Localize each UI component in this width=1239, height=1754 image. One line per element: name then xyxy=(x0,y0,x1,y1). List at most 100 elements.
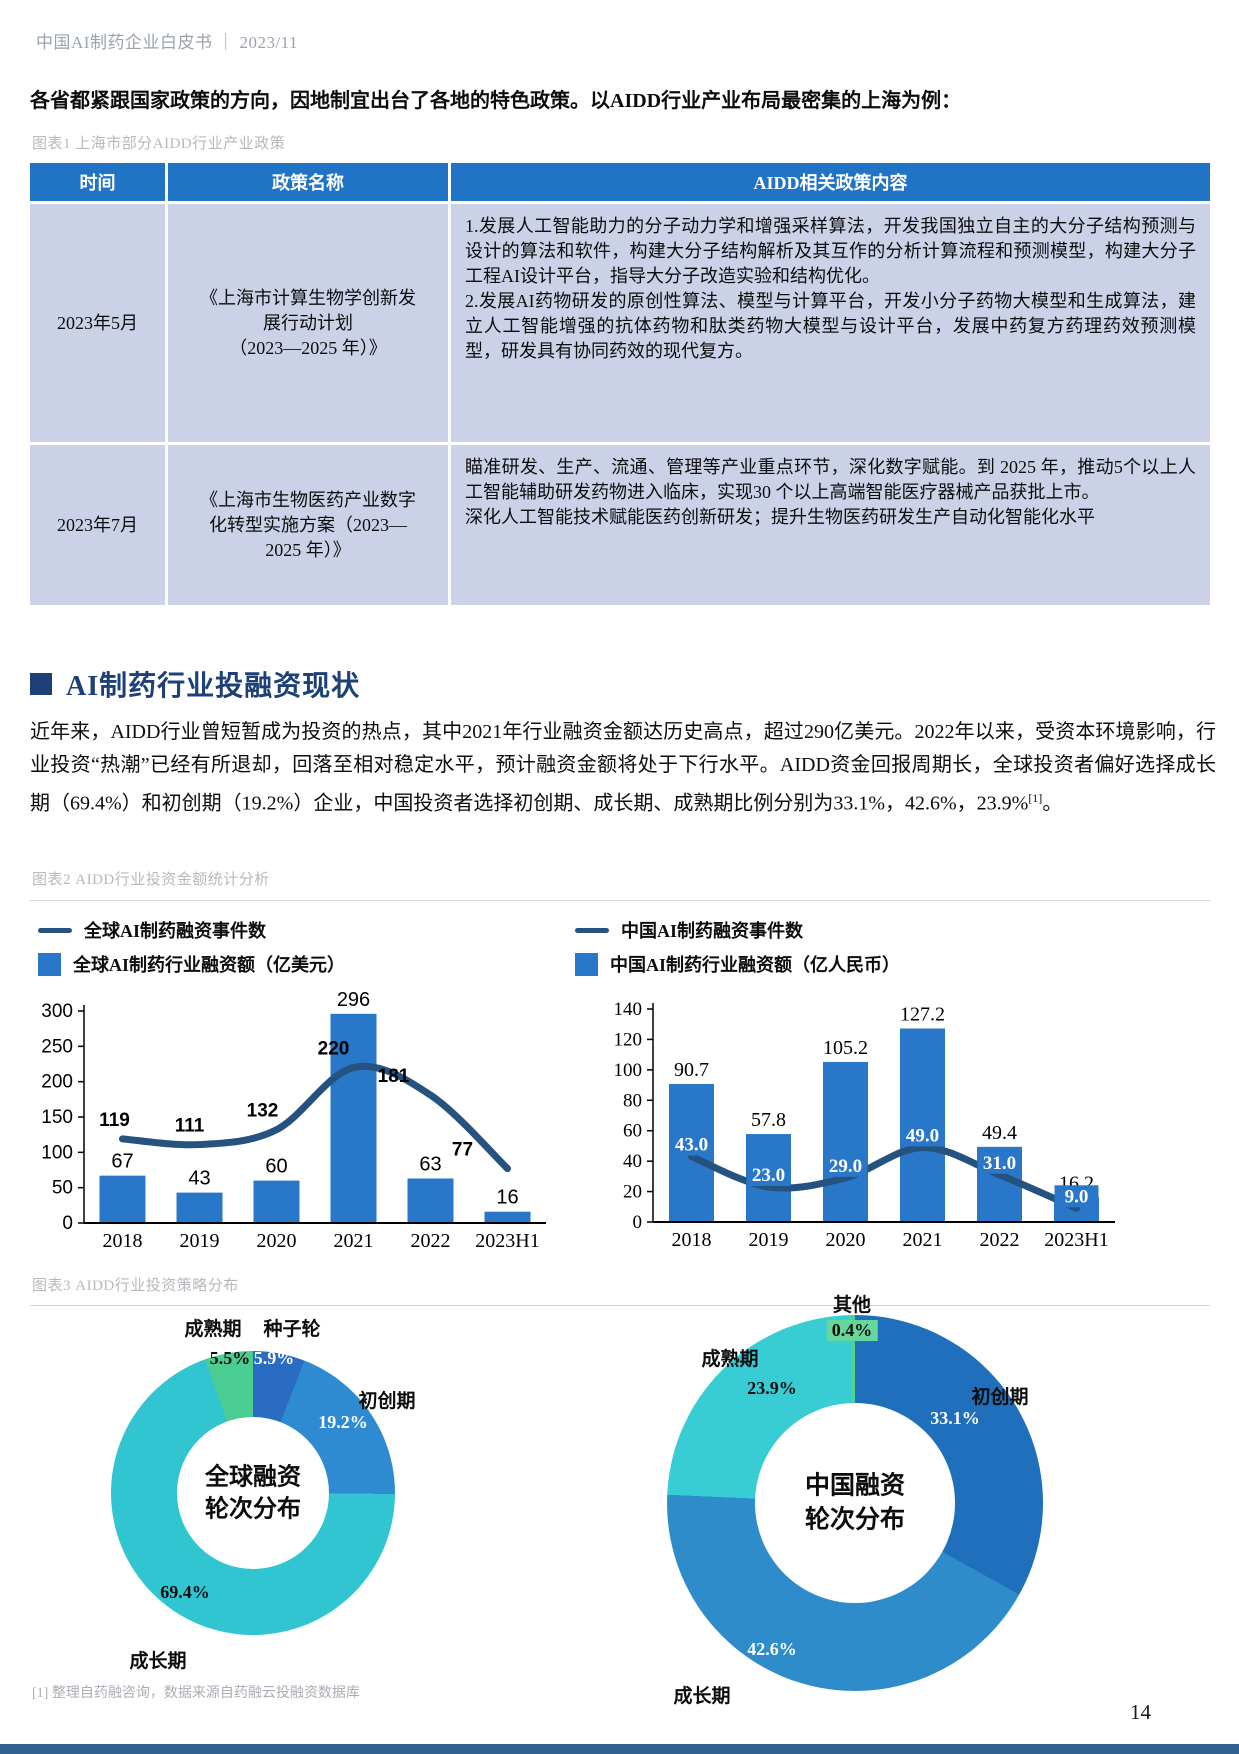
table-row1-policy-name: 《上海市计算生物学创新发 展行动计划 （2023—2025 年）》 xyxy=(168,204,448,442)
intro-paragraph: 各省都紧跟国家政策的方向，因地制宜出台了各地的特色政策。以AIDD行业产业布局最… xyxy=(30,90,962,112)
svg-text:90.7: 90.7 xyxy=(674,1059,709,1081)
footnote-reference: [1] xyxy=(1028,791,1043,805)
slice-label-startup: 初创期 xyxy=(971,1387,1029,1408)
section-heading: AI制药行业投融资现状 xyxy=(30,664,360,704)
svg-text:100: 100 xyxy=(41,1142,73,1163)
table-header-time: 时间 xyxy=(30,163,165,201)
svg-text:2021: 2021 xyxy=(334,1230,374,1252)
svg-text:2018: 2018 xyxy=(103,1230,143,1252)
svg-text:9.0: 9.0 xyxy=(1065,1186,1089,1207)
slice-pct-seed: 5.9% xyxy=(253,1348,295,1368)
svg-text:200: 200 xyxy=(41,1072,73,1093)
svg-text:80: 80 xyxy=(623,1090,642,1111)
svg-text:43: 43 xyxy=(188,1168,210,1190)
svg-text:63: 63 xyxy=(419,1153,441,1175)
svg-text:2022: 2022 xyxy=(980,1229,1020,1251)
slice-pct-maturity: 23.9% xyxy=(747,1378,797,1398)
svg-text:119: 119 xyxy=(99,1110,130,1131)
page-number: 14 xyxy=(1130,1700,1151,1724)
svg-text:29.0: 29.0 xyxy=(829,1156,862,1177)
bar-line-chart-china: 0 20 40 60 80 100 120 140 2018 2019 2020 2021 2022 20… xyxy=(614,999,1115,1251)
slice-label-growth: 成长期 xyxy=(673,1686,731,1707)
svg-text:150: 150 xyxy=(41,1107,73,1128)
table-header-policy-content: AIDD相关政策内容 xyxy=(451,163,1210,201)
table-row2-content-item1: 瞄准研发、生产、流通、管理等产业重点环节，深化数字赋能。到 2025 年，推动5… xyxy=(465,457,1196,502)
svg-text:77: 77 xyxy=(452,1140,473,1161)
table-row1-time: 2023年5月 xyxy=(30,204,165,442)
figure2-caption: 图表2 AIDD行业投资金额统计分析 xyxy=(32,872,270,888)
slice-label-seed: 种子轮 xyxy=(263,1319,321,1340)
svg-text:181: 181 xyxy=(378,1066,410,1087)
svg-text:49.0: 49.0 xyxy=(906,1125,939,1146)
line-legend-swatch xyxy=(38,927,72,933)
bar-legend-swatch xyxy=(38,952,61,976)
legend-label: 全球AI制药行业融资额（亿美元） xyxy=(73,955,346,975)
table-row1-content-item1: 1.发展人工智能助力的分子动力学和增强采样算法，开发我国独立自主的大分子结构预测… xyxy=(465,216,1196,286)
legend-label: 中国AI制药行业融资额（亿人民币） xyxy=(610,955,901,975)
svg-text:0: 0 xyxy=(62,1213,73,1234)
svg-text:250: 250 xyxy=(41,1036,73,1057)
donut-china-center-label: 中国融资 轮次分布 xyxy=(805,1469,905,1537)
document-header: 中国AI制药企业白皮书 ｜ 2023/11 xyxy=(36,33,299,52)
legend-china-events: 中国AI制药融资事件数 xyxy=(575,917,803,943)
table-row2-time: 2023年7月 xyxy=(30,445,165,605)
line-legend-swatch xyxy=(575,927,609,933)
svg-text:120: 120 xyxy=(614,1029,643,1050)
svg-text:60: 60 xyxy=(623,1121,642,1142)
legend-china-amount: 中国AI制药行业融资额（亿人民币） xyxy=(575,951,900,977)
svg-text:67: 67 xyxy=(111,1151,133,1173)
center-label-line2: 轮次分布 xyxy=(804,1506,906,1533)
bar-line-chart-global: 0 50 100 150 200 250 300 2018 2019 2020 2021 2022 20… xyxy=(41,989,546,1252)
table-header-policy-name: 政策名称 xyxy=(168,163,448,201)
svg-text:31.0: 31.0 xyxy=(983,1153,1016,1174)
svg-text:296: 296 xyxy=(337,989,370,1011)
bar-legend-swatch xyxy=(575,952,598,976)
center-label-line1: 中国融资 xyxy=(804,1472,906,1500)
figure3-donut-charts: 全球融资 轮次分布 成熟期 种子轮 5.5% 5.9% 初创期 19.2% 69… xyxy=(30,1295,1210,1707)
donut-chart-global-rounds xyxy=(111,1351,395,1635)
svg-text:2023H1: 2023H1 xyxy=(475,1230,539,1252)
legend-label: 中国AI制药融资事件数 xyxy=(621,921,804,941)
svg-text:111: 111 xyxy=(175,1116,205,1137)
slice-pct-growth: 42.6% xyxy=(747,1639,797,1659)
svg-text:140: 140 xyxy=(614,999,643,1020)
figure3-caption: 图表3 AIDD行业投资策略分布 xyxy=(32,1278,239,1294)
slice-pct-growth: 69.4% xyxy=(160,1582,210,1602)
legend-global-events: 全球AI制药融资事件数 xyxy=(38,917,266,943)
svg-text:2020: 2020 xyxy=(826,1229,866,1251)
section-bullet-square-icon xyxy=(30,673,52,695)
donut-hole xyxy=(177,1417,329,1569)
investment-paragraph: 近年来，AIDD行业曾短暂成为投资的热点，其中2021年行业融资金额达历史高点，… xyxy=(30,716,1216,821)
figure1-caption: 图表1 上海市部分AIDD行业产业政策 xyxy=(32,136,286,152)
table-row1-policy-content: 1.发展人工智能助力的分子动力学和增强采样算法，开发我国独立自主的大分子结构预测… xyxy=(451,204,1210,442)
svg-text:2022: 2022 xyxy=(411,1230,451,1252)
slice-label-other: 其他 xyxy=(832,1295,872,1316)
svg-text:16: 16 xyxy=(496,1187,518,1209)
slice-pct-startup: 19.2% xyxy=(318,1412,368,1432)
paragraph-period: 。 xyxy=(1042,792,1063,815)
svg-text:300: 300 xyxy=(41,1001,73,1022)
svg-text:2020: 2020 xyxy=(257,1230,297,1252)
svg-text:100: 100 xyxy=(614,1060,643,1081)
svg-text:105.2: 105.2 xyxy=(823,1037,868,1059)
donut-chart-china-rounds xyxy=(667,1315,1043,1691)
svg-text:2023H1: 2023H1 xyxy=(1044,1229,1108,1251)
svg-text:43.0: 43.0 xyxy=(675,1135,708,1156)
legend-global-amount: 全球AI制药行业融资额（亿美元） xyxy=(38,951,345,977)
legend-label: 全球AI制药融资事件数 xyxy=(84,921,267,941)
svg-text:49.4: 49.4 xyxy=(982,1122,1017,1144)
slice-label-maturity: 成熟期 xyxy=(701,1349,759,1370)
svg-text:23.0: 23.0 xyxy=(752,1165,785,1186)
figure2-investment-charts: 全球AI制药融资事件数 全球AI制药行业融资额（亿美元） 中国AI制药融资事件数… xyxy=(30,900,1210,1263)
table-row2-policy-name: 《上海市生物医药产业数字 化转型实施方案（2023— 2025 年）》 xyxy=(168,445,448,605)
paragraph-text: 近年来，AIDD行业曾短暂成为投资的热点，其中2021年行业融资金额达历史高点，… xyxy=(30,721,1216,815)
footnote: [1] 整理自药融咨询，数据来源自药融云投融资数据库 xyxy=(32,1686,360,1701)
donut-hole xyxy=(755,1403,955,1603)
bottom-accent-bar xyxy=(0,1744,1239,1754)
svg-text:132: 132 xyxy=(247,1101,279,1122)
table-row2-content-item2: 深化人工智能技术赋能医药创新研发；提升生物医药研发生产自动化智能化水平 xyxy=(465,507,1095,527)
svg-text:2021: 2021 xyxy=(903,1229,943,1251)
donut-global-center-label: 全球融资 轮次分布 xyxy=(205,1462,301,1527)
svg-text:60: 60 xyxy=(265,1156,287,1178)
